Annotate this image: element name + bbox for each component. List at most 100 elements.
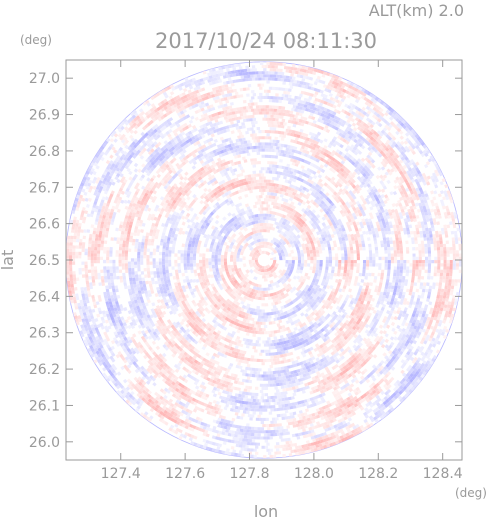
field-cell [280, 305, 285, 310]
field-cell [261, 213, 265, 217]
field-cell [387, 269, 391, 274]
field-cell [165, 272, 170, 277]
field-cell [326, 285, 331, 290]
field-cell [146, 271, 151, 275]
field-cell [282, 369, 286, 373]
field-cell [281, 337, 286, 342]
field-cell [123, 279, 127, 283]
field-cell [361, 272, 366, 277]
field-cell [233, 254, 237, 259]
field-cell [253, 324, 258, 328]
field-cell [202, 256, 206, 260]
field-cell [239, 276, 244, 281]
field-cell [303, 263, 308, 267]
field-cell [207, 173, 212, 178]
field-cell [278, 252, 283, 257]
field-cell [255, 321, 260, 325]
field-cell [190, 233, 195, 238]
field-cell [257, 232, 262, 236]
field-cell [209, 248, 213, 252]
field-cell [161, 258, 165, 262]
field-cell [276, 146, 280, 150]
field-cell [242, 184, 247, 189]
field-cell [244, 181, 249, 185]
field-cell [299, 191, 304, 197]
field-cell [285, 202, 290, 207]
field-cell [333, 224, 338, 229]
field-cell [225, 271, 230, 276]
field-cell [149, 261, 153, 265]
field-cell [237, 291, 243, 297]
field-cell [212, 235, 217, 240]
field-cell [333, 196, 338, 201]
field-cell [340, 233, 345, 238]
field-cell [159, 271, 163, 275]
field-cell [248, 386, 252, 390]
field-cell [284, 230, 289, 235]
field-cell [255, 261, 259, 265]
field-cell [210, 340, 216, 346]
field-cell [119, 279, 124, 283]
field-cell [259, 352, 263, 356]
field-cell [165, 266, 169, 270]
field-cell [186, 233, 191, 238]
field-cell [342, 285, 347, 290]
field-cell [326, 184, 331, 189]
field-cell [349, 269, 354, 274]
field-cell [247, 180, 252, 185]
field-cell [281, 397, 286, 402]
field-cell [253, 133, 257, 137]
field-cell [245, 338, 250, 343]
field-cell [268, 321, 273, 325]
field-cell [285, 313, 290, 318]
field-cell [304, 243, 309, 248]
field-cell [289, 177, 294, 182]
field-cell [264, 250, 267, 254]
field-cell [250, 370, 254, 374]
field-cell [115, 253, 119, 257]
field-cell [280, 272, 285, 277]
field-cell [254, 283, 259, 288]
field-cell [369, 256, 373, 261]
field-cell [237, 163, 242, 168]
field-cell [241, 278, 246, 284]
field-cell [121, 256, 125, 260]
field-cell [143, 245, 148, 249]
field-cell [321, 287, 326, 293]
field-cell [261, 130, 265, 134]
field-cell [282, 188, 287, 193]
field-cell [253, 246, 258, 252]
field-cell [224, 164, 229, 169]
field-cell [316, 231, 321, 236]
field-cell [112, 266, 116, 270]
field-cell [290, 168, 295, 173]
field-cell [125, 243, 129, 248]
field-cell [244, 115, 249, 119]
field-cell [292, 344, 297, 349]
field-cell [265, 399, 269, 403]
field-cell [181, 294, 186, 299]
field-cell [283, 249, 288, 254]
field-cell [233, 321, 238, 326]
field-cell [279, 347, 284, 352]
field-cell [322, 230, 327, 236]
field-cell [309, 328, 314, 333]
field-cell [278, 351, 283, 355]
field-cell [187, 243, 192, 248]
field-cell [128, 267, 132, 272]
field-cell [280, 203, 285, 208]
field-cell [242, 143, 246, 148]
field-cell [276, 316, 281, 321]
field-cell [271, 214, 276, 218]
field-cell [162, 267, 166, 272]
field-cell [211, 290, 216, 295]
field-cell [291, 299, 297, 304]
field-cell [307, 234, 312, 239]
field-cell [229, 293, 234, 298]
field-cell [299, 266, 304, 271]
field-cell [180, 203, 185, 209]
field-cell [223, 344, 229, 349]
field-cell [254, 161, 258, 165]
field-cell [198, 299, 203, 304]
field-cell [264, 114, 268, 118]
